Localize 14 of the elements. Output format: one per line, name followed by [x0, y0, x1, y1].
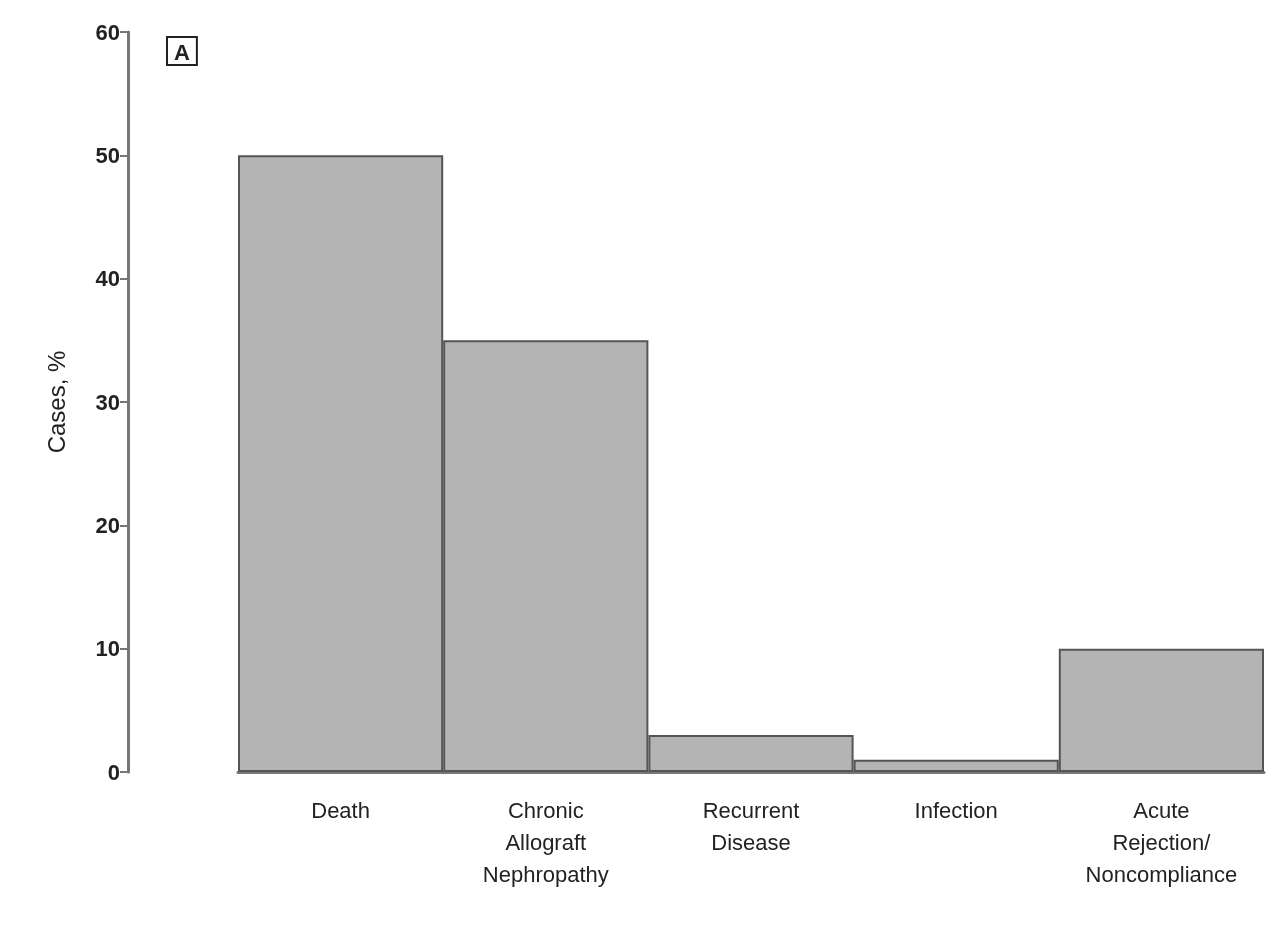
x-tick-label: Chronic Allograft Nephropathy	[482, 797, 609, 887]
x-tick-label: Death	[311, 797, 370, 823]
y-tick-label: 10	[95, 636, 120, 662]
y-tick-label: 40	[95, 266, 120, 292]
y-tick-label: 60	[95, 19, 120, 45]
x-tick-label: Recurrent Disease	[702, 797, 800, 855]
x-tick-label: Acute Rejection/ Noncompliance	[1085, 797, 1238, 887]
y-axis-title: Cases, %	[42, 350, 70, 454]
y-tick-label: 50	[95, 142, 120, 168]
text: A	[174, 39, 190, 65]
y-tick-label: 30	[95, 389, 120, 415]
x-tick-label: Infection	[914, 797, 998, 823]
y-tick-label: 0	[107, 759, 120, 785]
y-tick-label: 20	[95, 512, 120, 538]
